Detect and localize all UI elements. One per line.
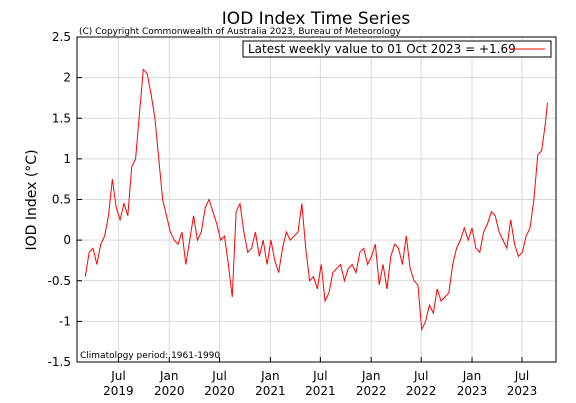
- y-tick-label: -1.5: [48, 355, 71, 369]
- x-tick-label: Jul 2020: [204, 369, 235, 398]
- grid: [77, 36, 556, 363]
- annotation: Climatology period: 1961-1990: [80, 351, 220, 361]
- legend-box: [242, 40, 552, 58]
- x-tick-label: Jan 2020: [154, 369, 185, 398]
- chart-title: IOD Index Time Series: [222, 9, 411, 29]
- y-tick-label: -0.5: [48, 274, 71, 288]
- x-tick-label: Jan 2022: [356, 369, 387, 398]
- y-tick-label: 0: [63, 233, 71, 247]
- y-tick-label: 0.5: [52, 193, 71, 207]
- y-tick-label: 1: [63, 152, 71, 166]
- x-tick-label: Jan 2021: [255, 369, 286, 398]
- x-tick-label: Jul 2019: [103, 369, 134, 398]
- x-tick-label: Jul 2023: [507, 369, 538, 398]
- y-tick-label: -1: [59, 314, 71, 328]
- y-axis-label: IOD Index (°C): [24, 149, 40, 250]
- y-tick-label: 2: [63, 71, 71, 85]
- y-tick-label: 2.5: [52, 30, 71, 44]
- x-tick-label: Jul 2021: [305, 369, 336, 398]
- subtitle: (C) Copyright Commonwealth of Australia …: [79, 27, 402, 37]
- y-tick-label: 1.5: [52, 111, 71, 125]
- x-tick-label: Jan 2023: [457, 369, 488, 398]
- data-line: [84, 68, 548, 332]
- x-tick-label: Jul 2022: [406, 369, 437, 398]
- legend-label: Latest weekly value to 01 Oct 2023 = +1.…: [248, 42, 516, 56]
